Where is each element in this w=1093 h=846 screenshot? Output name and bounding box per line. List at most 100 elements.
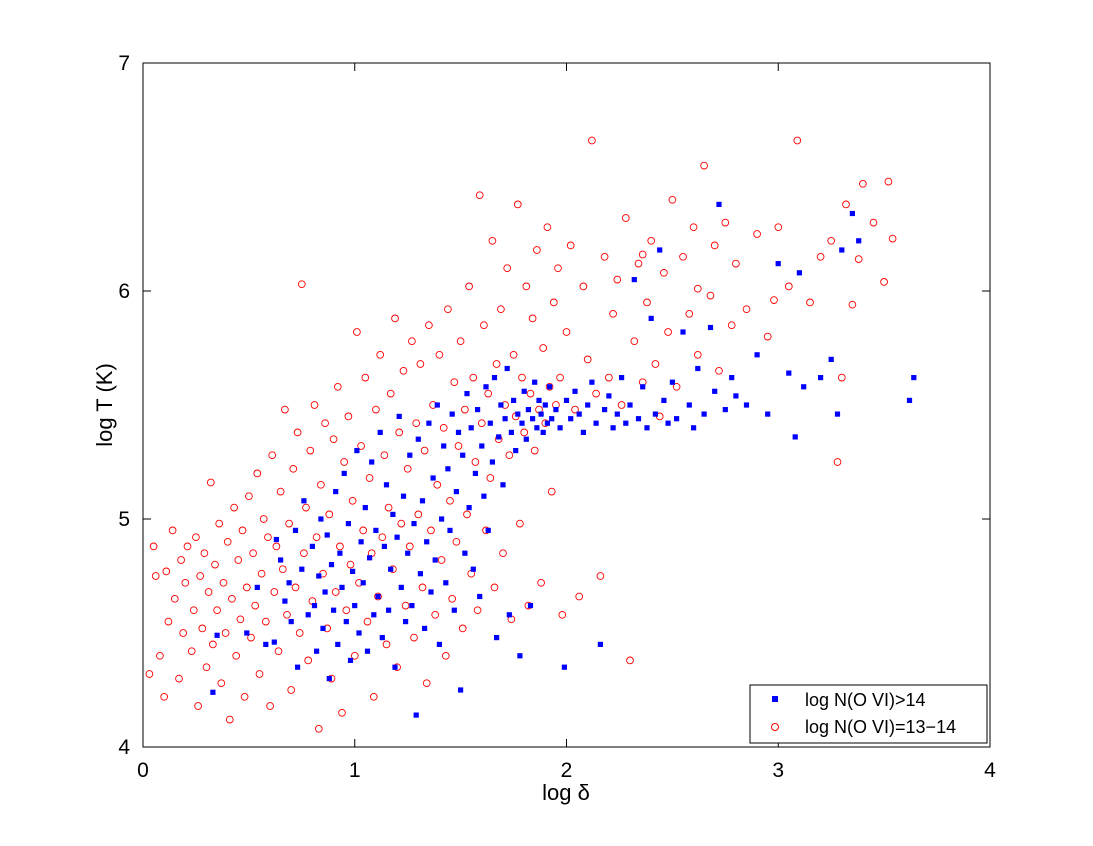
point-circle-139 bbox=[452, 537, 461, 546]
point-circle-244 bbox=[880, 278, 888, 286]
point-square-83 bbox=[451, 607, 457, 613]
point-circle-69 bbox=[304, 656, 313, 665]
point-circle-149 bbox=[473, 606, 482, 615]
point-square-26 bbox=[331, 607, 337, 613]
ticks-layer: 0 1 2 3 4 4 5 6 7 bbox=[118, 52, 996, 782]
point-circle-169 bbox=[516, 519, 524, 528]
point-square-95 bbox=[477, 593, 483, 600]
point-circle-220 bbox=[693, 350, 702, 359]
point-circle-115 bbox=[401, 601, 410, 610]
point-circle-141 bbox=[456, 337, 465, 346]
point-circle-31 bbox=[223, 537, 232, 546]
point-circle-147 bbox=[469, 373, 478, 382]
point-circle-183 bbox=[545, 382, 554, 391]
y-tick-label-0: 4 bbox=[118, 736, 130, 759]
point-circle-200 bbox=[605, 373, 613, 382]
point-circle-144 bbox=[463, 510, 471, 519]
point-square-157 bbox=[665, 420, 671, 426]
point-circle-213 bbox=[660, 268, 668, 277]
point-square-44 bbox=[369, 459, 375, 465]
point-square-90 bbox=[466, 505, 472, 511]
point-circle-7 bbox=[168, 526, 177, 535]
point-square-36 bbox=[352, 603, 358, 609]
point-square-182 bbox=[839, 247, 845, 253]
point-circle-84 bbox=[336, 542, 344, 551]
point-circle-59 bbox=[283, 610, 291, 619]
point-circle-21 bbox=[202, 663, 211, 672]
point-square-166 bbox=[712, 388, 718, 394]
point-circle-62 bbox=[289, 464, 298, 473]
point-circle-163 bbox=[503, 264, 512, 273]
point-circle-101 bbox=[372, 405, 380, 414]
point-square-35 bbox=[350, 568, 356, 574]
point-circle-44 bbox=[251, 601, 260, 610]
point-square-148 bbox=[627, 402, 633, 408]
point-square-96 bbox=[479, 443, 485, 449]
point-circle-86 bbox=[340, 458, 349, 466]
point-square-2 bbox=[244, 630, 250, 636]
point-circle-171 bbox=[520, 428, 529, 437]
point-circle-188 bbox=[556, 373, 564, 382]
point-circle-175 bbox=[528, 314, 537, 323]
point-circle-12 bbox=[181, 578, 190, 587]
point-square-79 bbox=[443, 580, 449, 586]
point-circle-8 bbox=[170, 594, 179, 603]
point-circle-180 bbox=[539, 344, 548, 352]
point-square-149 bbox=[631, 277, 637, 283]
point-circle-45 bbox=[253, 469, 262, 478]
point-circle-35 bbox=[232, 651, 241, 660]
point-circle-134 bbox=[441, 651, 450, 660]
point-square-184 bbox=[856, 238, 862, 244]
point-square-55 bbox=[392, 664, 398, 670]
point-circle-164 bbox=[505, 451, 514, 460]
point-square-32 bbox=[343, 619, 349, 625]
point-circle-42 bbox=[247, 633, 255, 642]
point-circle-26 bbox=[213, 606, 221, 615]
point-square-24 bbox=[326, 676, 332, 682]
point-circle-23 bbox=[206, 478, 215, 487]
point-circle-96 bbox=[361, 373, 370, 382]
point-circle-130 bbox=[433, 480, 442, 489]
point-square-101 bbox=[489, 459, 495, 465]
point-square-180 bbox=[828, 356, 834, 362]
x-tick-label-1: 1 bbox=[349, 759, 361, 782]
point-circle-110 bbox=[391, 314, 399, 323]
point-square-37 bbox=[354, 448, 360, 454]
point-circle-34 bbox=[230, 503, 238, 512]
point-square-139 bbox=[589, 379, 595, 385]
point-square-112 bbox=[513, 448, 519, 454]
point-square-164 bbox=[701, 411, 707, 417]
point-square-141 bbox=[597, 641, 603, 647]
point-circle-81 bbox=[329, 435, 338, 444]
point-square-86 bbox=[458, 687, 464, 693]
point-circle-33 bbox=[228, 594, 236, 603]
point-circle-74 bbox=[314, 724, 323, 733]
point-circle-129 bbox=[431, 610, 440, 619]
point-circle-127 bbox=[427, 526, 435, 535]
point-circle-64 bbox=[293, 428, 302, 437]
point-circle-210 bbox=[647, 236, 656, 245]
point-circle-246 bbox=[842, 200, 850, 209]
point-circle-91 bbox=[350, 651, 359, 660]
point-square-16 bbox=[309, 543, 315, 549]
point-square-60 bbox=[403, 619, 409, 625]
point-circle-88 bbox=[344, 412, 353, 421]
point-circle-211 bbox=[651, 360, 660, 368]
point-circle-132 bbox=[437, 556, 446, 564]
point-square-63 bbox=[409, 603, 415, 609]
point-circle-196 bbox=[588, 136, 596, 145]
point-circle-218 bbox=[685, 309, 694, 318]
point-circle-229 bbox=[753, 230, 761, 238]
point-square-28 bbox=[335, 641, 341, 647]
point-circle-226 bbox=[727, 321, 736, 330]
point-square-121 bbox=[532, 379, 538, 385]
point-square-46 bbox=[373, 527, 379, 533]
point-square-130 bbox=[553, 407, 559, 413]
point-square-114 bbox=[517, 653, 523, 659]
point-square-40 bbox=[360, 580, 366, 586]
point-square-154 bbox=[652, 411, 658, 417]
point-square-30 bbox=[339, 584, 345, 590]
point-square-70 bbox=[424, 539, 430, 545]
point-square-140 bbox=[593, 420, 599, 426]
point-square-142 bbox=[602, 407, 608, 413]
